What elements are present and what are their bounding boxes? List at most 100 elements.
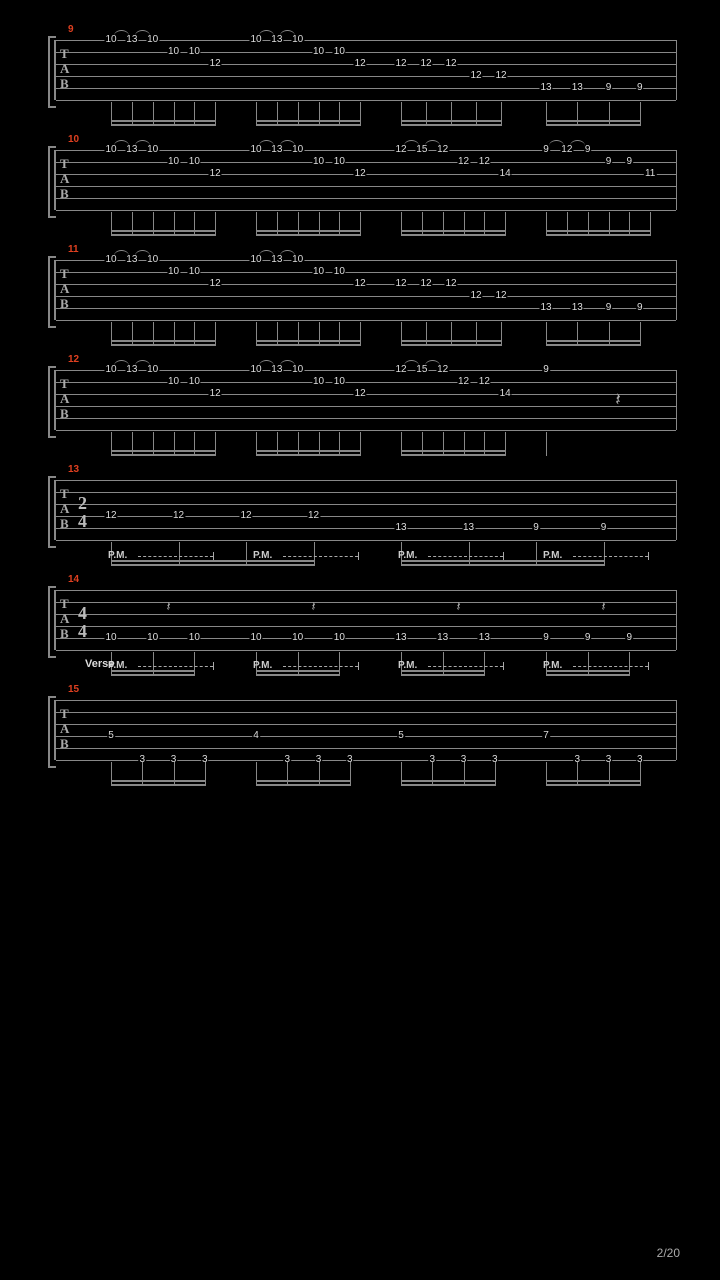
tie-arc bbox=[549, 140, 564, 146]
fret-number: 9 bbox=[605, 303, 613, 313]
fret-number: 10 bbox=[146, 255, 159, 265]
fret-number: 10 bbox=[104, 255, 117, 265]
tie-arc bbox=[114, 30, 129, 36]
palm-mute-row: P.M.P.M.P.M.P.M. bbox=[50, 550, 690, 564]
fret-number: 7 bbox=[542, 731, 550, 741]
staff-bracket bbox=[48, 36, 56, 108]
tie-arc bbox=[280, 250, 295, 256]
fret-number: 12 bbox=[436, 145, 449, 155]
fret-number: 12 bbox=[209, 59, 222, 69]
fret-number: 9 bbox=[626, 157, 634, 167]
fret-number: 5 bbox=[107, 731, 115, 741]
fret-number: 9 bbox=[542, 633, 550, 643]
fret-number: 12 bbox=[394, 365, 407, 375]
fret-number: 10 bbox=[249, 145, 262, 155]
pm-end bbox=[503, 662, 504, 670]
tab-staff-block: 12TAB10131010101210131010101212151212121… bbox=[50, 370, 690, 430]
tab-staff-block: P.M.P.M.P.M.P.M.14TAB44101010𝄽101010𝄽131… bbox=[50, 590, 690, 650]
fret-number: 12 bbox=[469, 71, 482, 81]
fret-number: 12 bbox=[478, 377, 491, 387]
pm-label: P.M. bbox=[398, 550, 417, 561]
fret-number: 13 bbox=[462, 523, 475, 533]
staff-lines bbox=[56, 700, 676, 760]
fret-number: 10 bbox=[188, 157, 201, 167]
beam-group bbox=[256, 102, 360, 130]
beam-group bbox=[256, 432, 360, 460]
fret-number: 12 bbox=[354, 169, 367, 179]
tie-arc bbox=[280, 30, 295, 36]
beam-group bbox=[111, 212, 215, 240]
fret-number: 10 bbox=[104, 145, 117, 155]
tie-arc bbox=[404, 360, 419, 366]
fret-number: 10 bbox=[146, 145, 159, 155]
fret-number: 9 bbox=[636, 83, 644, 93]
tab-clef-label: TAB bbox=[60, 376, 68, 421]
beam-group bbox=[401, 102, 501, 130]
pm-dash bbox=[573, 666, 648, 668]
pm-dash bbox=[138, 666, 213, 668]
fret-number: 13 bbox=[125, 35, 138, 45]
fret-number: 10 bbox=[249, 255, 262, 265]
beam-group bbox=[546, 762, 640, 790]
fret-number: 10 bbox=[249, 365, 262, 375]
beam-group bbox=[111, 432, 215, 460]
tab-staff-block: 11TAB10131010101210131010101212121212121… bbox=[50, 260, 690, 320]
fret-number: 12 bbox=[469, 291, 482, 301]
rest-icon: 𝄽 bbox=[601, 600, 605, 616]
fret-number: 4 bbox=[252, 731, 260, 741]
staff-bracket bbox=[48, 476, 56, 548]
staff-bracket bbox=[48, 146, 56, 218]
fret-number: 13 bbox=[270, 145, 283, 155]
pm-label: P.M. bbox=[543, 660, 562, 671]
pm-label: P.M. bbox=[253, 550, 272, 561]
fret-number: 9 bbox=[542, 145, 550, 155]
fret-number: 10 bbox=[188, 47, 201, 57]
beam-group bbox=[256, 322, 360, 350]
tab-clef-label: TAB bbox=[60, 596, 68, 641]
fret-number: 10 bbox=[146, 35, 159, 45]
beam-group bbox=[546, 102, 640, 130]
fret-number: 10 bbox=[167, 47, 180, 57]
fret-number: 13 bbox=[125, 145, 138, 155]
beam-group bbox=[401, 212, 505, 240]
tie-arc bbox=[114, 360, 129, 366]
measure-number: 13 bbox=[68, 464, 79, 475]
fret-number: 12 bbox=[394, 279, 407, 289]
tab-staff: TAB1013101010121013101010121212121212131… bbox=[54, 260, 676, 320]
page-number: 2/20 bbox=[657, 1246, 680, 1260]
tie-arc bbox=[404, 140, 419, 146]
beam-group bbox=[111, 762, 205, 790]
pm-label: P.M. bbox=[398, 660, 417, 671]
fret-number: 10 bbox=[188, 377, 201, 387]
fret-number: 10 bbox=[104, 633, 117, 643]
fret-number: 12 bbox=[394, 59, 407, 69]
pm-dash bbox=[283, 556, 358, 558]
fret-number: 12 bbox=[444, 59, 457, 69]
pm-end bbox=[358, 662, 359, 670]
measure-number: 10 bbox=[68, 134, 79, 145]
fret-number: 13 bbox=[436, 633, 449, 643]
fret-number: 12 bbox=[494, 71, 507, 81]
measure-number: 14 bbox=[68, 574, 79, 585]
fret-number: 10 bbox=[291, 145, 304, 155]
tab-clef-label: TAB bbox=[60, 266, 68, 311]
tie-arc bbox=[259, 30, 274, 36]
pm-label: P.M. bbox=[253, 660, 272, 671]
fret-number: 13 bbox=[478, 633, 491, 643]
fret-number: 10 bbox=[167, 157, 180, 167]
pm-dash bbox=[138, 556, 213, 558]
pm-label: P.M. bbox=[543, 550, 562, 561]
fret-number: 13 bbox=[270, 35, 283, 45]
tie-arc bbox=[280, 360, 295, 366]
fret-number: 12 bbox=[239, 511, 252, 521]
fret-number: 10 bbox=[333, 267, 346, 277]
fret-number: 13 bbox=[394, 633, 407, 643]
fret-number: 12 bbox=[560, 145, 573, 155]
fret-number: 12 bbox=[307, 511, 320, 521]
palm-mute-row: P.M.P.M.P.M.P.M.Verse bbox=[50, 660, 690, 674]
fret-number: 13 bbox=[394, 523, 407, 533]
pm-end bbox=[648, 662, 649, 670]
fret-number: 9 bbox=[600, 523, 608, 533]
pm-end bbox=[503, 552, 504, 560]
beam-group bbox=[111, 102, 215, 130]
